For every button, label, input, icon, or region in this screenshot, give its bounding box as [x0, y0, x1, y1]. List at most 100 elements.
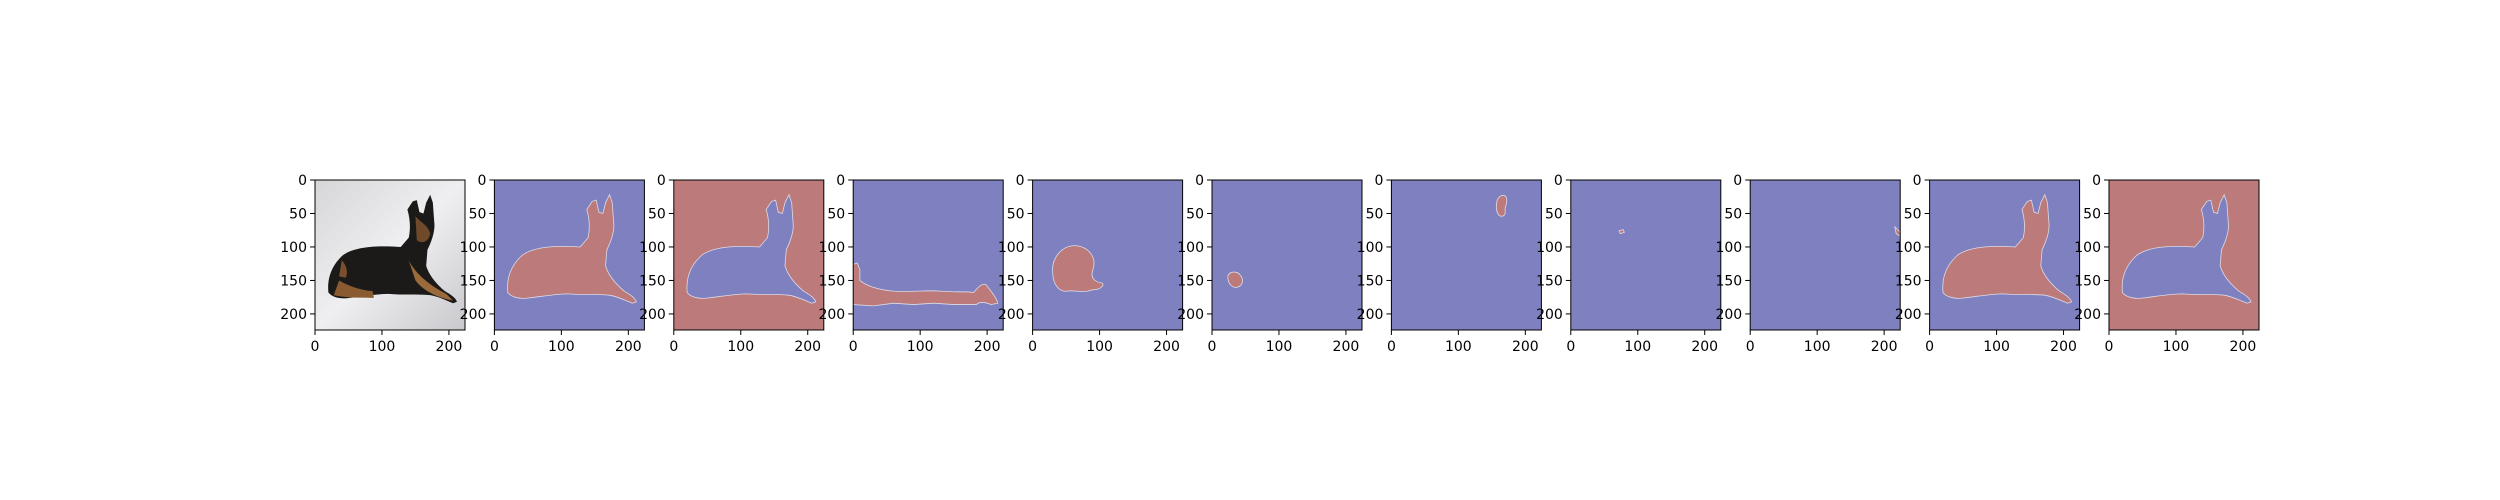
- mask-background: [1750, 180, 1901, 330]
- y-tick-label: 150: [1177, 273, 1204, 289]
- x-tick-label: 0: [849, 339, 858, 355]
- x-tick-label: 200: [2230, 339, 2257, 355]
- axes-frame: [1211, 179, 1363, 331]
- x-tick-label: 100: [1983, 339, 2010, 355]
- x-tick-label: 200: [615, 339, 642, 355]
- x-tick-label: 0: [1028, 339, 1037, 355]
- x-tick-label: 0: [490, 339, 499, 355]
- mask-background: [1570, 180, 1721, 330]
- x-tick-label: 100: [1624, 339, 1651, 355]
- y-tick-label: 150: [280, 273, 307, 289]
- axes-frame: [673, 179, 825, 331]
- y-tick-label: 50: [1186, 206, 1204, 222]
- y-tick-label: 0: [1016, 173, 1025, 189]
- axes-frame: [493, 179, 645, 331]
- y-tick-label: 0: [836, 173, 845, 189]
- y-tick-label: 150: [1895, 273, 1922, 289]
- x-tick-label: 100: [907, 339, 934, 355]
- y-tick-label: 50: [1904, 206, 1922, 222]
- mask-background: [853, 180, 1004, 330]
- axes-frame: [1929, 179, 2081, 331]
- y-tick-label: 50: [648, 206, 666, 222]
- y-tick-label: 200: [1536, 307, 1563, 323]
- x-tick-label: 200: [1333, 339, 1360, 355]
- x-tick-label: 0: [311, 339, 320, 355]
- y-tick-label: 100: [818, 240, 845, 256]
- y-tick-label: 150: [2074, 273, 2101, 289]
- axes-frame: [852, 179, 1004, 331]
- y-tick-label: 50: [289, 206, 307, 222]
- y-tick-label: 100: [1177, 240, 1204, 256]
- mask-region-ear-blob: [1495, 194, 1508, 217]
- y-tick-label: 150: [998, 273, 1025, 289]
- y-tick-label: 0: [477, 173, 486, 189]
- axes-frame: [1570, 179, 1722, 331]
- y-tick-label: 50: [827, 206, 845, 222]
- x-tick-label: 200: [2050, 339, 2077, 355]
- x-tick-label: 200: [1512, 339, 1539, 355]
- y-tick-label: 0: [1733, 173, 1742, 189]
- x-tick-label: 100: [369, 339, 396, 355]
- y-tick-label: 0: [1374, 173, 1383, 189]
- y-tick-label: 200: [280, 307, 307, 323]
- y-tick-label: 100: [1357, 240, 1384, 256]
- y-tick-label: 50: [469, 206, 487, 222]
- y-tick-label: 100: [1536, 240, 1563, 256]
- y-tick-label: 150: [1357, 273, 1384, 289]
- y-tick-label: 0: [1554, 173, 1563, 189]
- y-tick-label: 150: [460, 273, 487, 289]
- y-tick-label: 200: [818, 307, 845, 323]
- x-tick-label: 0: [1208, 339, 1217, 355]
- x-tick-label: 100: [1266, 339, 1293, 355]
- y-tick-label: 150: [818, 273, 845, 289]
- x-tick-label: 200: [974, 339, 1001, 355]
- axes-frame: [1749, 179, 1901, 331]
- x-tick-label: 0: [2105, 339, 2114, 355]
- y-tick-label: 150: [1715, 273, 1742, 289]
- x-tick-label: 0: [669, 339, 678, 355]
- x-tick-label: 100: [2163, 339, 2190, 355]
- mask-background: [1032, 180, 1183, 330]
- y-tick-label: 200: [998, 307, 1025, 323]
- y-tick-label: 50: [1545, 206, 1563, 222]
- y-tick-label: 200: [1177, 307, 1204, 323]
- y-tick-label: 100: [1895, 240, 1922, 256]
- x-tick-label: 100: [1086, 339, 1113, 355]
- x-tick-label: 0: [1746, 339, 1755, 355]
- y-tick-label: 100: [460, 240, 487, 256]
- mask-background: [1212, 180, 1362, 330]
- y-tick-label: 50: [1366, 206, 1384, 222]
- y-tick-label: 0: [657, 173, 666, 189]
- x-tick-label: 200: [1153, 339, 1180, 355]
- x-tick-label: 0: [1566, 339, 1575, 355]
- axes-frame: [2108, 179, 2260, 331]
- y-tick-label: 0: [2092, 173, 2101, 189]
- y-tick-label: 150: [1536, 273, 1563, 289]
- x-tick-label: 200: [794, 339, 821, 355]
- y-tick-label: 200: [1895, 307, 1922, 323]
- y-tick-label: 0: [298, 173, 307, 189]
- y-tick-label: 50: [1724, 206, 1742, 222]
- y-tick-label: 200: [639, 307, 666, 323]
- x-tick-label: 200: [1691, 339, 1718, 355]
- x-tick-label: 100: [548, 339, 575, 355]
- mask-background: [1391, 180, 1542, 330]
- y-tick-label: 50: [2083, 206, 2101, 222]
- x-tick-label: 200: [1871, 339, 1898, 355]
- x-tick-label: 0: [1925, 339, 1934, 355]
- x-tick-label: 100: [1804, 339, 1831, 355]
- x-tick-label: 100: [727, 339, 754, 355]
- y-tick-label: 200: [1715, 307, 1742, 323]
